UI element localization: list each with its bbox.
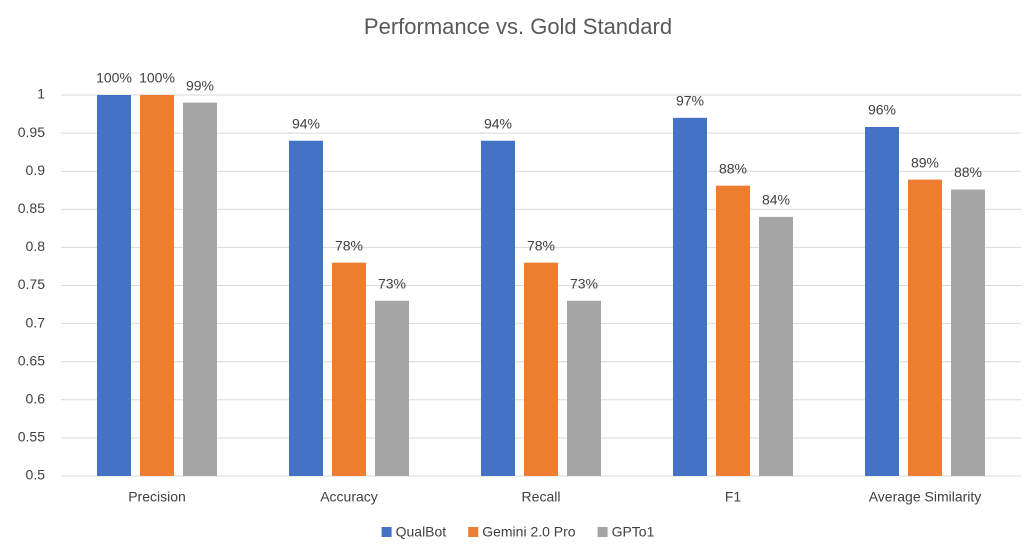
value-label: 84% <box>762 192 790 208</box>
bar <box>951 189 985 476</box>
bar <box>97 95 131 476</box>
bar <box>140 95 174 476</box>
bar <box>183 102 217 477</box>
x-tick-label: Precision <box>128 489 186 505</box>
bar <box>908 179 942 476</box>
bar <box>375 300 409 476</box>
bar <box>759 216 793 477</box>
bar <box>481 140 515 476</box>
bar <box>865 127 899 476</box>
bar <box>673 117 707 477</box>
value-label: 78% <box>335 237 363 253</box>
y-tick-label: 1 <box>37 86 45 102</box>
value-label: 100% <box>139 70 175 86</box>
bar <box>332 262 366 476</box>
chart-title: Performance vs. Gold Standard <box>364 14 672 39</box>
value-label: 78% <box>527 237 555 253</box>
bar <box>716 185 750 477</box>
bar <box>567 300 601 476</box>
legend-swatch <box>381 527 392 537</box>
y-tick-label: 0.85 <box>18 200 45 216</box>
y-tick-label: 0.55 <box>18 429 45 445</box>
bar <box>289 140 323 476</box>
value-label: 100% <box>96 70 132 86</box>
value-label: 89% <box>911 154 939 170</box>
y-tick-label: 0.8 <box>26 238 46 254</box>
y-tick-label: 0.6 <box>26 391 46 407</box>
value-label: 94% <box>292 115 320 131</box>
y-tick-label: 0.9 <box>26 162 46 178</box>
legend-swatch <box>597 527 608 537</box>
x-tick-label: Recall <box>522 489 561 505</box>
legend-label: GPTo1 <box>612 524 655 540</box>
x-tick-label: Average Similarity <box>869 489 982 505</box>
value-label: 73% <box>570 275 598 291</box>
value-label: 96% <box>868 102 896 118</box>
y-tick-label: 0.65 <box>18 352 45 368</box>
x-tick-label: Accuracy <box>320 489 378 505</box>
bar <box>524 262 558 476</box>
value-label: 97% <box>676 93 704 109</box>
value-label: 99% <box>186 77 214 93</box>
legend-label: Gemini 2.0 Pro <box>482 524 576 540</box>
y-tick-label: 0.5 <box>26 467 46 483</box>
legend-label: QualBot <box>396 524 447 540</box>
value-label: 94% <box>484 115 512 131</box>
y-tick-label: 0.75 <box>18 276 45 292</box>
y-tick-label: 0.95 <box>18 124 45 140</box>
y-tick-label: 0.7 <box>26 314 46 330</box>
value-label: 88% <box>954 164 982 180</box>
value-label: 73% <box>378 275 406 291</box>
value-label: 88% <box>719 160 747 176</box>
x-tick-label: F1 <box>725 489 742 505</box>
legend-swatch <box>468 527 479 537</box>
